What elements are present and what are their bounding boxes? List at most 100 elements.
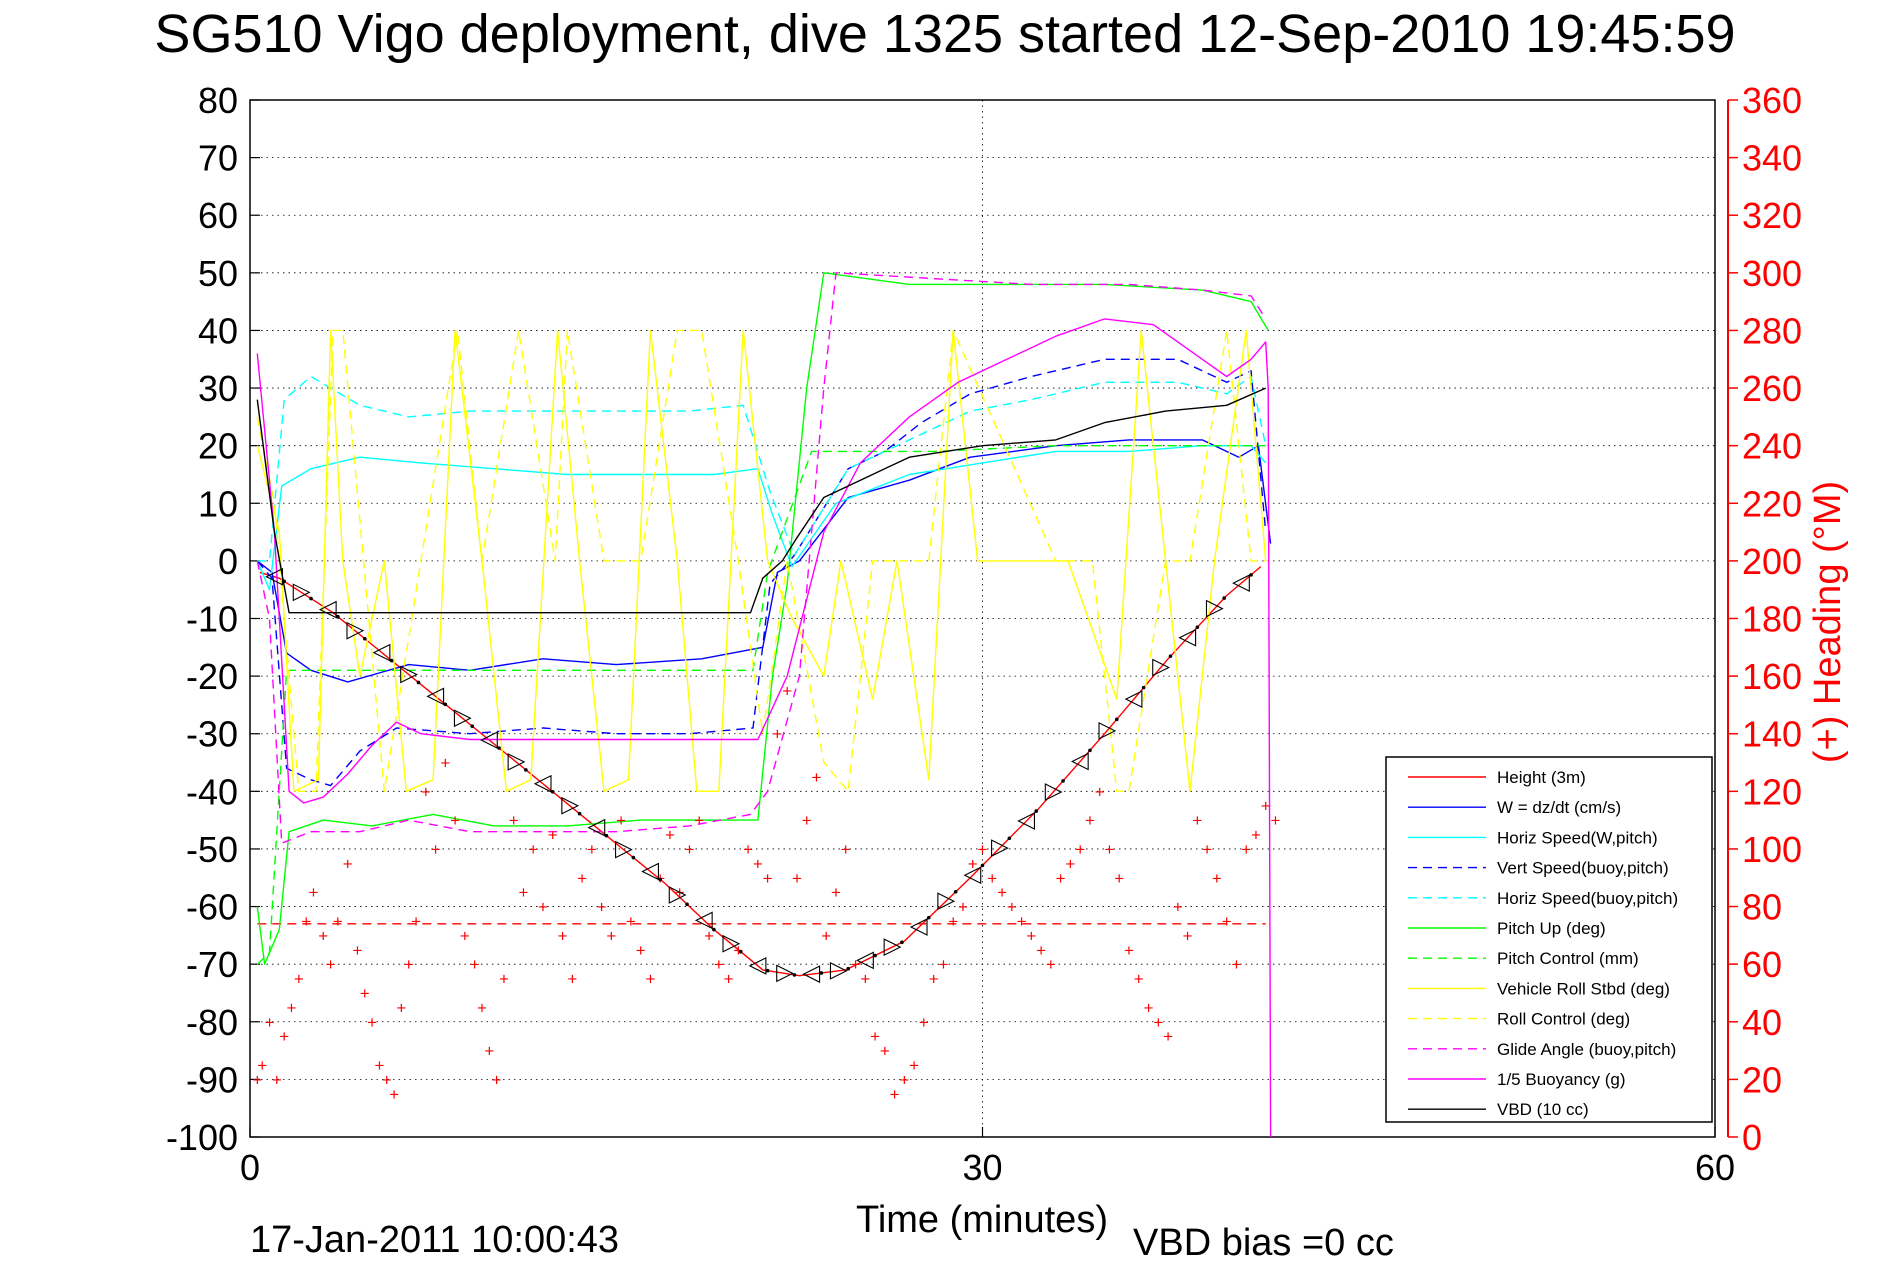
depth-dot bbox=[1007, 836, 1012, 841]
heading-point: + bbox=[450, 811, 460, 830]
y-tick-label: -80 bbox=[186, 1002, 238, 1043]
heading-point: + bbox=[558, 926, 568, 945]
depth-dot bbox=[1141, 685, 1146, 690]
heading-point: + bbox=[470, 955, 480, 974]
y-tick-label: -60 bbox=[186, 887, 238, 928]
y2-tick-label: 80 bbox=[1742, 887, 1782, 928]
series-line-7 bbox=[256, 329, 1267, 792]
depth-marker bbox=[507, 753, 526, 771]
heading-point: + bbox=[645, 970, 655, 989]
legend-label: Height (3m) bbox=[1497, 768, 1586, 787]
series-layer bbox=[256, 272, 1272, 1138]
heading-point: + bbox=[279, 1027, 289, 1046]
chart-title: SG510 Vigo deployment, dive 1325 started… bbox=[154, 4, 1735, 64]
legend-label: W = dz/dt (cm/s) bbox=[1497, 798, 1621, 817]
y-tick-label: 10 bbox=[198, 483, 238, 524]
heading-point: + bbox=[1075, 840, 1085, 859]
heading-point: + bbox=[389, 1085, 399, 1104]
depth-dot bbox=[1222, 596, 1227, 600]
y-tick-label: -20 bbox=[186, 656, 238, 697]
depth-dot bbox=[577, 811, 582, 816]
depth-marker bbox=[587, 818, 606, 837]
heading-point: + bbox=[919, 1013, 929, 1032]
series-line-11 bbox=[256, 387, 1266, 614]
heading-point: + bbox=[301, 912, 311, 931]
depth-dot bbox=[685, 902, 689, 907]
series-line-0 bbox=[259, 566, 1262, 977]
heading-point: + bbox=[460, 926, 470, 945]
heading-point: + bbox=[743, 840, 753, 859]
depth-dot bbox=[416, 680, 421, 685]
heading-point: + bbox=[753, 854, 763, 873]
y2-tick-label: 260 bbox=[1742, 368, 1802, 409]
depth-dot bbox=[738, 949, 743, 954]
heading-point: + bbox=[518, 883, 528, 902]
heading-point: + bbox=[626, 912, 636, 931]
series-line-9 bbox=[256, 272, 1267, 844]
depth-dot bbox=[926, 915, 931, 920]
heading-point: + bbox=[890, 1085, 900, 1104]
y2-tick-label: 20 bbox=[1742, 1059, 1782, 1100]
depth-marker bbox=[1178, 628, 1197, 647]
heading-point: + bbox=[636, 941, 646, 960]
depth-dot bbox=[1114, 717, 1119, 722]
depth-dot bbox=[900, 940, 904, 945]
heading-point: + bbox=[587, 840, 597, 859]
heading-point: + bbox=[1222, 912, 1232, 931]
heading-point: + bbox=[440, 754, 450, 773]
depth-marker bbox=[1124, 690, 1143, 709]
y2-tick-label: 180 bbox=[1742, 599, 1802, 640]
heading-point: + bbox=[821, 926, 831, 945]
depth-marker bbox=[748, 957, 767, 975]
heading-point: + bbox=[1192, 811, 1202, 830]
heading-point: + bbox=[997, 883, 1007, 902]
heading-point: + bbox=[733, 941, 743, 960]
heading-point: + bbox=[1144, 998, 1154, 1017]
heading-point: + bbox=[792, 869, 802, 888]
heading-point: + bbox=[367, 1013, 377, 1032]
y-tick-label: -90 bbox=[186, 1059, 238, 1100]
heading-point: + bbox=[382, 1070, 392, 1089]
depth-marker bbox=[1152, 658, 1170, 677]
legend: Height (3m) W = dz/dt (cm/s) Horiz Speed(W… bbox=[1385, 756, 1713, 1123]
heading-point: + bbox=[1026, 926, 1036, 945]
footer-vbd-bias: VBD bias =0 cc bbox=[1133, 1222, 1394, 1262]
series-line-8 bbox=[256, 329, 1266, 792]
heading-point: + bbox=[1212, 869, 1222, 888]
y2-tick-label: 220 bbox=[1742, 483, 1802, 524]
heading-point: + bbox=[396, 998, 406, 1017]
y2-tick-label: 140 bbox=[1742, 714, 1802, 755]
legend-label: 1/5 Buoyancy (g) bbox=[1497, 1070, 1626, 1089]
depth-marker bbox=[909, 918, 928, 936]
y-axis-right: 3603403203002802602402202001801601401201… bbox=[1728, 80, 1802, 1158]
heading-point: + bbox=[880, 1042, 890, 1061]
y-tick-label: -70 bbox=[186, 944, 238, 985]
y-tick-label: 80 bbox=[198, 80, 238, 121]
depth-marker bbox=[1044, 783, 1063, 801]
depth-dot bbox=[524, 768, 528, 772]
heading-point: + bbox=[870, 1027, 880, 1046]
heading-point: + bbox=[938, 955, 948, 974]
y2-tick-label: 360 bbox=[1742, 80, 1802, 121]
y-tick-label: 60 bbox=[198, 195, 238, 236]
depth-dot bbox=[631, 855, 636, 860]
depth-markers bbox=[265, 567, 1253, 984]
y2-tick-label: 160 bbox=[1742, 656, 1802, 697]
y2-tick-label: 240 bbox=[1742, 426, 1802, 467]
x-tick-label: 0 bbox=[240, 1147, 260, 1188]
series-line-6 bbox=[256, 445, 1266, 965]
depth-marker bbox=[722, 934, 741, 953]
depth-marker bbox=[292, 583, 311, 602]
heading-point: + bbox=[1183, 926, 1193, 945]
y-tick-label: 30 bbox=[198, 368, 238, 409]
depth-dot bbox=[846, 966, 851, 971]
y2-tick-label: 320 bbox=[1742, 195, 1802, 236]
heading-point: + bbox=[1271, 811, 1281, 830]
heading-point: + bbox=[352, 941, 362, 960]
heading-point: + bbox=[1231, 955, 1241, 974]
x-tick-label: 30 bbox=[962, 1147, 1002, 1188]
heading-point: + bbox=[929, 970, 939, 989]
heading-point: + bbox=[948, 912, 958, 931]
y-tick-label: 20 bbox=[198, 426, 238, 467]
